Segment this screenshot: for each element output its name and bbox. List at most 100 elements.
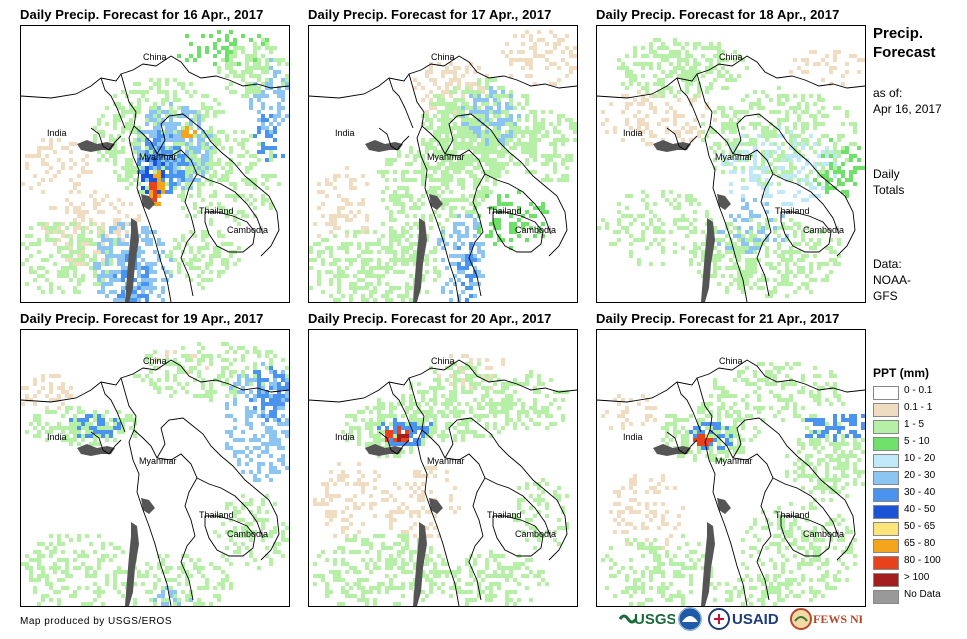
map-label-cambodia: Cambodia [803, 529, 845, 539]
legend-swatch [873, 454, 899, 468]
precip-raster [309, 354, 577, 606]
country-border [309, 55, 577, 99]
coastline-shape [429, 498, 443, 514]
country-border [780, 515, 832, 557]
usgs-logo: USGS [618, 605, 677, 633]
legend-swatch [873, 471, 899, 485]
map-label-cambodia: Cambodia [803, 225, 845, 235]
precip-map: China India Myanmar Thailand Cambodia [20, 329, 290, 607]
map-label-myanmar: Myanmar [139, 456, 177, 466]
country-border [492, 211, 544, 253]
precip-raster [597, 359, 865, 606]
legend-swatch [873, 437, 899, 451]
coastline-shape [365, 444, 403, 456]
legend-label: 30 - 40 [904, 487, 936, 498]
forecast-panel-apr18: Daily Precip. Forecast for 18 Apr., 2017… [596, 7, 866, 303]
map-label-cambodia: Cambodia [227, 529, 269, 539]
map-label-china: China [431, 356, 455, 366]
coastline-shape [653, 444, 691, 456]
forecast-panel-apr21: Daily Precip. Forecast for 21 Apr., 2017… [596, 311, 866, 607]
coastline-shape [141, 498, 155, 514]
map-label-cambodia: Cambodia [515, 529, 557, 539]
country-border [696, 73, 748, 302]
country-border [597, 359, 865, 403]
legend-label: No Data [904, 589, 941, 600]
legend-label: 50 - 65 [904, 521, 936, 532]
usaid-logo: USAID [707, 605, 789, 633]
forecast-panel-apr17: Daily Precip. Forecast for 17 Apr., 2017… [308, 7, 578, 303]
coastline-shape [717, 194, 731, 210]
legend-label: 0 - 0.1 [904, 385, 933, 396]
country-border [492, 515, 544, 557]
legend-label: 0.1 - 1 [904, 402, 933, 413]
country-border [378, 127, 410, 151]
precip-map: China India Myanmar Thailand Cambodia [596, 25, 866, 303]
country-border [732, 417, 856, 561]
country-border [408, 73, 460, 302]
panel-title: Daily Precip. Forecast for 21 Apr., 2017 [596, 311, 840, 326]
coastline-shape [701, 218, 715, 302]
country-border [21, 55, 289, 99]
legend-swatch [873, 403, 899, 417]
precip-raster [309, 30, 577, 302]
fewsnet-logo: FEWS NET [790, 605, 875, 633]
map-label-india: India [47, 128, 67, 138]
map-label-china: China [719, 52, 743, 62]
legend-label: 1 - 5 [904, 419, 925, 430]
country-border [709, 125, 774, 297]
precip-map: China India Myanmar Thailand Cambodia [596, 329, 866, 607]
legend: PPT (mm) 0 - 0.1 0.1 - 1 1 - 5 5 - 10 10 - 2… [873, 366, 965, 605]
panel-title: Daily Precip. Forecast for 17 Apr., 2017 [308, 7, 552, 22]
map-label-india: India [623, 432, 643, 442]
totals-line-2: Totals [873, 183, 905, 197]
country-border [421, 125, 486, 297]
precip-map: China India Myanmar Thailand Cambodia [308, 25, 578, 303]
map-label-myanmar: Myanmar [427, 152, 465, 162]
legend-item: 80 - 100 [873, 554, 965, 571]
country-border [780, 211, 832, 253]
country-border [597, 55, 865, 99]
coastline-shape [141, 194, 155, 210]
daily-totals-note: Daily Totals [873, 166, 904, 198]
as-of-label: as of: [873, 86, 903, 100]
legend-swatch [873, 505, 899, 519]
usgs-logo-text: USGS [634, 611, 675, 628]
map-label-thailand: Thailand [775, 510, 810, 520]
precip-map: China India Myanmar Thailand Cambodia [308, 329, 578, 607]
legend-label: 65 - 80 [904, 538, 936, 549]
map-label-cambodia: Cambodia [515, 225, 557, 235]
country-border [378, 431, 410, 455]
map-label-thailand: Thailand [487, 510, 522, 520]
as-of-date: as of: Apr 16, 2017 [873, 85, 942, 117]
coastline-shape [125, 522, 139, 606]
legend-item: 0.1 - 1 [873, 401, 965, 418]
map-label-china: China [719, 356, 743, 366]
legend-label: 10 - 20 [904, 453, 936, 464]
legend-swatch [873, 539, 899, 553]
precip-raster [597, 38, 865, 302]
data-line-3: GFS [873, 289, 898, 303]
sidebar-title: Precip. Forecast [873, 24, 936, 62]
legend-swatch [873, 590, 899, 604]
coastline-shape [77, 140, 115, 152]
map-label-thailand: Thailand [487, 206, 522, 216]
coastline-shape [77, 444, 115, 456]
precip-map: China India Myanmar Thailand Cambodia [20, 25, 290, 303]
data-line-1: Data: [873, 257, 902, 271]
legend-item: 5 - 10 [873, 435, 965, 452]
panel-title: Daily Precip. Forecast for 18 Apr., 2017 [596, 7, 840, 22]
country-border [204, 211, 256, 253]
country-border [666, 431, 698, 455]
map-label-myanmar: Myanmar [139, 152, 177, 162]
map-label-india: India [335, 432, 355, 442]
title-line-2: Forecast [873, 44, 936, 61]
forecast-panel-apr19: Daily Precip. Forecast for 19 Apr., 2017… [20, 311, 290, 607]
legend-swatch [873, 386, 899, 400]
coastline-shape [701, 522, 715, 606]
map-label-cambodia: Cambodia [227, 225, 269, 235]
country-border [421, 429, 486, 601]
country-border [388, 77, 414, 129]
map-label-india: India [335, 128, 355, 138]
country-border [156, 113, 280, 257]
country-border [484, 477, 552, 539]
